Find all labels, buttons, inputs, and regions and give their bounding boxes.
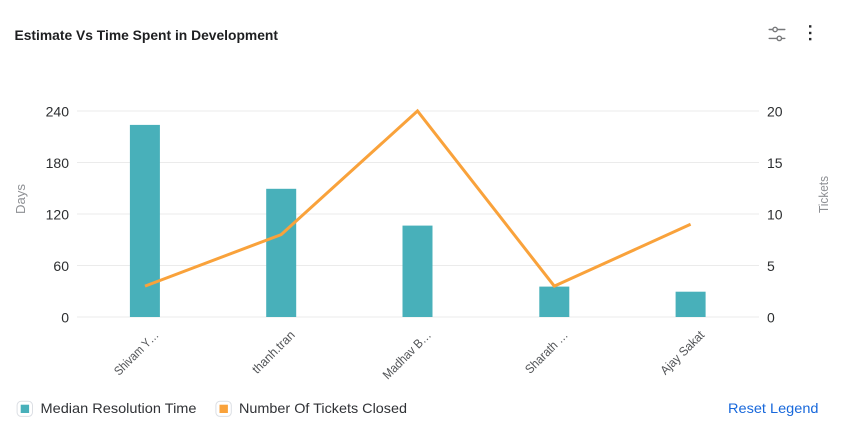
svg-text:5: 5 xyxy=(767,258,775,274)
svg-text:Median Resolution Time: Median Resolution Time xyxy=(41,400,197,416)
svg-text:0: 0 xyxy=(767,309,775,325)
svg-text:Estimate Vs Time Spent in Deve: Estimate Vs Time Spent in Development xyxy=(15,27,279,43)
svg-text:120: 120 xyxy=(46,206,70,222)
svg-text:0: 0 xyxy=(61,309,69,325)
svg-text:15: 15 xyxy=(767,155,783,171)
svg-text:180: 180 xyxy=(46,155,70,171)
svg-text:Days: Days xyxy=(13,184,28,214)
svg-text:60: 60 xyxy=(53,258,69,274)
svg-text:Reset Legend: Reset Legend xyxy=(728,400,819,416)
svg-text:240: 240 xyxy=(46,103,70,119)
svg-text:Tickets: Tickets xyxy=(816,176,831,213)
svg-text:20: 20 xyxy=(767,103,783,119)
svg-text:Number Of Tickets Closed: Number Of Tickets Closed xyxy=(239,400,407,416)
svg-text:10: 10 xyxy=(767,206,783,222)
